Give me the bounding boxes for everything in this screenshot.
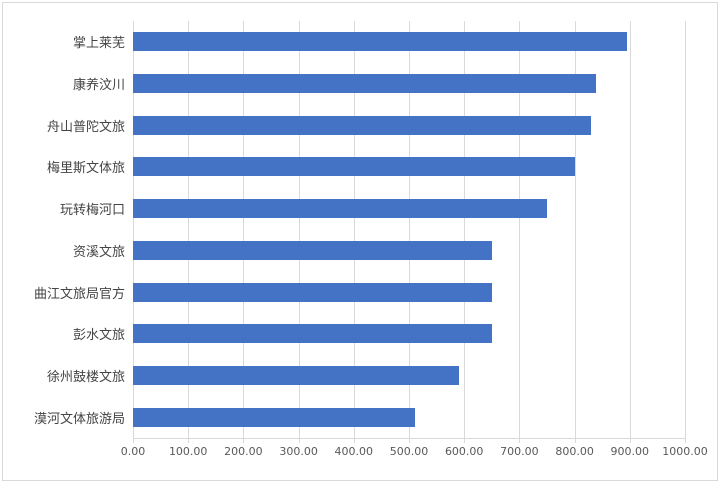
category-label: 彭水文旅 [72, 328, 125, 344]
gridline-700 [519, 21, 521, 443]
bar-资溪文旅 [133, 240, 492, 260]
category-label: 舟山普陀文旅 [46, 119, 125, 135]
bar-舟山普陀文旅 [133, 115, 592, 135]
x-tick-label: 500.00 [389, 445, 429, 458]
category-axis-labels: 掌上莱芜康养汶川舟山普陀文旅 梅里斯文体旅玩转梅河口资溪文旅曲江文旅局官方彭水文旅… [0, 21, 125, 438]
bar-曲江文旅局官方 [133, 282, 492, 302]
x-axis-line [133, 438, 686, 439]
x-tick-label: 800.00 [555, 445, 594, 458]
gridline-1000 [685, 21, 686, 443]
x-tick-label: 900.00 [610, 445, 650, 458]
bar-掌上莱芜 [133, 32, 628, 52]
category-label: 资溪文旅 [72, 244, 125, 260]
gridline-300 [298, 21, 300, 443]
bar-康养汶川 [133, 74, 596, 94]
category-label: 漠河文体旅游局 [33, 411, 125, 427]
bar-玩转梅河口 [133, 199, 547, 219]
x-tick-label: 600.00 [444, 445, 484, 458]
gridline-900 [629, 21, 631, 443]
gridline-400 [353, 21, 355, 443]
gridline-800 [574, 21, 576, 443]
x-tick-label: 300.00 [279, 445, 318, 458]
x-tick-label: 200.00 [224, 445, 263, 458]
x-tick-label: 0.00 [120, 445, 146, 458]
gridline-200 [243, 21, 245, 443]
gridline-500 [409, 21, 410, 443]
category-label: 康养汶川 [72, 78, 125, 94]
category-label: 徐州鼓楼文旅 [46, 369, 125, 385]
x-tick-label: 700.00 [500, 445, 539, 458]
gridline-0 [133, 21, 134, 443]
category-label: 梅里斯文体旅 [46, 161, 125, 177]
x-tick-label: 1000.00 [662, 445, 708, 458]
plot-area [133, 21, 686, 443]
gridline-100 [188, 21, 190, 443]
bar-彭水文旅 [133, 324, 492, 344]
x-tick-label: 400.00 [334, 445, 374, 458]
category-label: 曲江文旅局官方 [33, 286, 125, 302]
gridline-600 [464, 21, 466, 443]
bar-梅里斯文体旅 [133, 157, 575, 177]
category-label: 掌上莱芜 [72, 36, 125, 52]
bar-漠河文体旅游局 [133, 407, 415, 427]
x-tick-label: 100.00 [168, 445, 208, 458]
bar-徐州鼓楼文旅 [133, 365, 459, 385]
value-axis-labels: 0.00 100.00 200.00 300.00 400.00 500.00 600.00… [121, 445, 708, 461]
category-label: 玩转梅河口 [59, 203, 125, 219]
